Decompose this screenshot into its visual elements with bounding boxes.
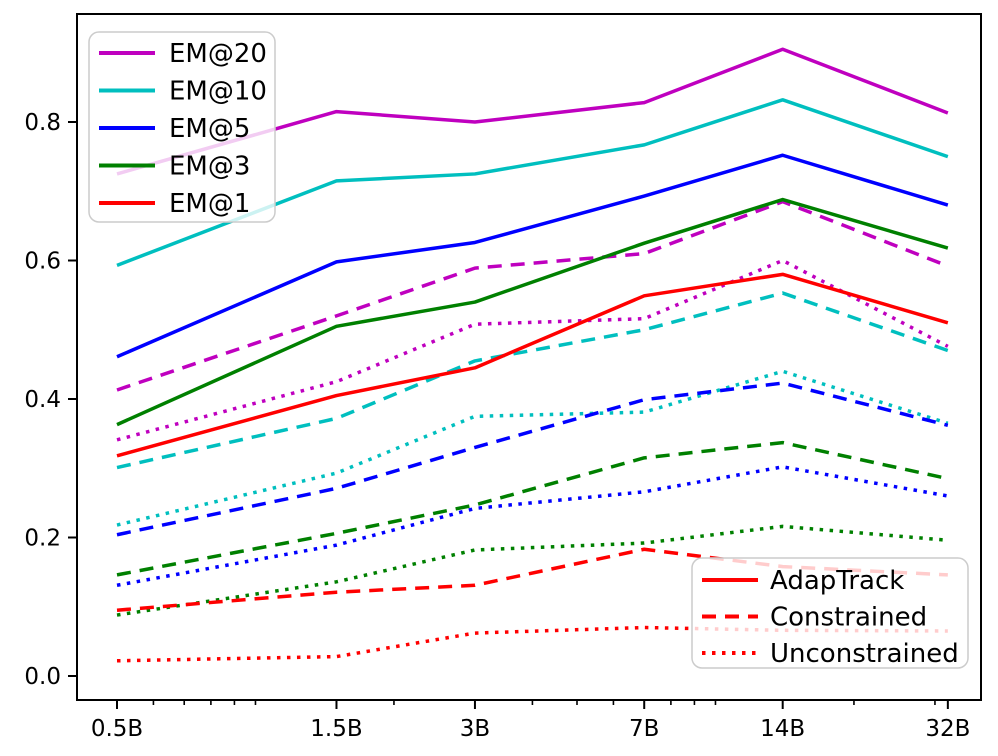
y-tick-label: 0.6 [24, 249, 61, 275]
legend-label: EM@10 [169, 77, 267, 107]
x-tick-label: 32B [925, 716, 970, 742]
legend-item-em20: EM@20 [99, 39, 267, 69]
legend-item-constrained: Constrained [702, 603, 927, 633]
legend-item-em3: EM@3 [99, 152, 250, 182]
legend-label: AdapTrack [770, 566, 904, 596]
series-line-em1-adaptrack [116, 272, 949, 458]
y-tick-label: 0.2 [24, 526, 61, 552]
legend-label: EM@3 [169, 152, 250, 182]
series-line-em5-adaptrack [116, 153, 949, 359]
legend-item-unconstrained: Unconstrained [702, 639, 959, 669]
x-tick-label: 3B [460, 716, 490, 742]
series-line-em5-constrained [116, 381, 949, 537]
series-line-em3-constrained [116, 440, 949, 577]
legend-label: EM@1 [169, 189, 250, 219]
series-line-em20-adaptrack [116, 47, 949, 176]
series-line-em10-adaptrack [116, 98, 949, 267]
legend-item-em5: EM@5 [99, 114, 250, 144]
legend-item-adaptrack: AdapTrack [702, 566, 904, 596]
x-tick-label: 0.5B [91, 716, 143, 742]
legend-metrics-box [88, 31, 276, 223]
series-line-em3-adaptrack [116, 197, 949, 427]
series-line-em5-unconstrained [116, 465, 949, 588]
legend-label: EM@5 [169, 114, 250, 144]
legend-methods-box [691, 557, 969, 669]
legend-metrics: EM@20 EM@10 EM@5 EM@3 EM@1 [88, 31, 276, 223]
legend-methods: AdapTrack Constrained Unconstrained [691, 557, 969, 669]
x-tick-label: 14B [760, 716, 805, 742]
series-line-em10-constrained [116, 291, 949, 470]
legend-label: Constrained [770, 603, 927, 633]
legend-label: EM@20 [169, 39, 267, 69]
legend-item-em1: EM@1 [99, 189, 250, 219]
x-tick-label: 7B [629, 716, 659, 742]
series-line-em20-unconstrained [116, 258, 949, 442]
series-line-em1-unconstrained [116, 625, 948, 663]
series-line-em20-constrained [116, 199, 949, 392]
y-tick-label: 0.4 [24, 387, 61, 413]
x-tick-label: 1.5B [310, 716, 362, 742]
y-tick-label: 0.8 [24, 110, 61, 136]
legend-label: Unconstrained [770, 639, 959, 669]
legend-item-em10: EM@10 [99, 77, 267, 107]
series-line-em3-unconstrained [116, 524, 948, 617]
y-tick-label: 0.0 [24, 664, 61, 690]
